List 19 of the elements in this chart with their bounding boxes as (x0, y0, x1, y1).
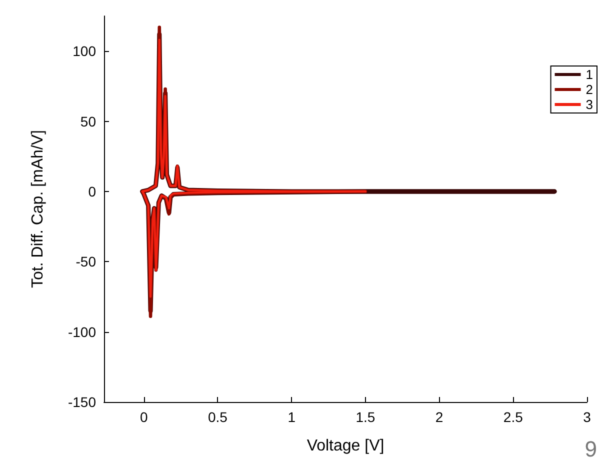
x-tick-label: 0 (140, 409, 148, 425)
y-tick-label: 0 (88, 183, 96, 200)
y-tick-label: -50 (76, 254, 96, 270)
x-tick-label: 2.5 (503, 409, 524, 425)
y-tick-label: -150 (68, 394, 96, 410)
x-tick-label: 1 (288, 409, 296, 425)
x-tick-label: 3 (583, 409, 592, 425)
y-axis-title: Tot. Diff. Cap. [mAh/V] (30, 130, 46, 288)
y-tick-label: 50 (80, 113, 96, 130)
x-tick-label: 2 (435, 409, 444, 425)
legend-label: 1 (586, 67, 594, 82)
y-tick-label: -100 (68, 324, 96, 340)
x-axis-title: Voltage [V] (306, 438, 384, 454)
y-tick-label: 100 (72, 43, 96, 60)
legend-label: 3 (586, 97, 594, 112)
text: 9 (584, 436, 598, 462)
legend-label: 2 (586, 82, 594, 97)
x-tick-label: 0.5 (208, 409, 228, 425)
x-tick-label: 1.5 (356, 409, 376, 425)
